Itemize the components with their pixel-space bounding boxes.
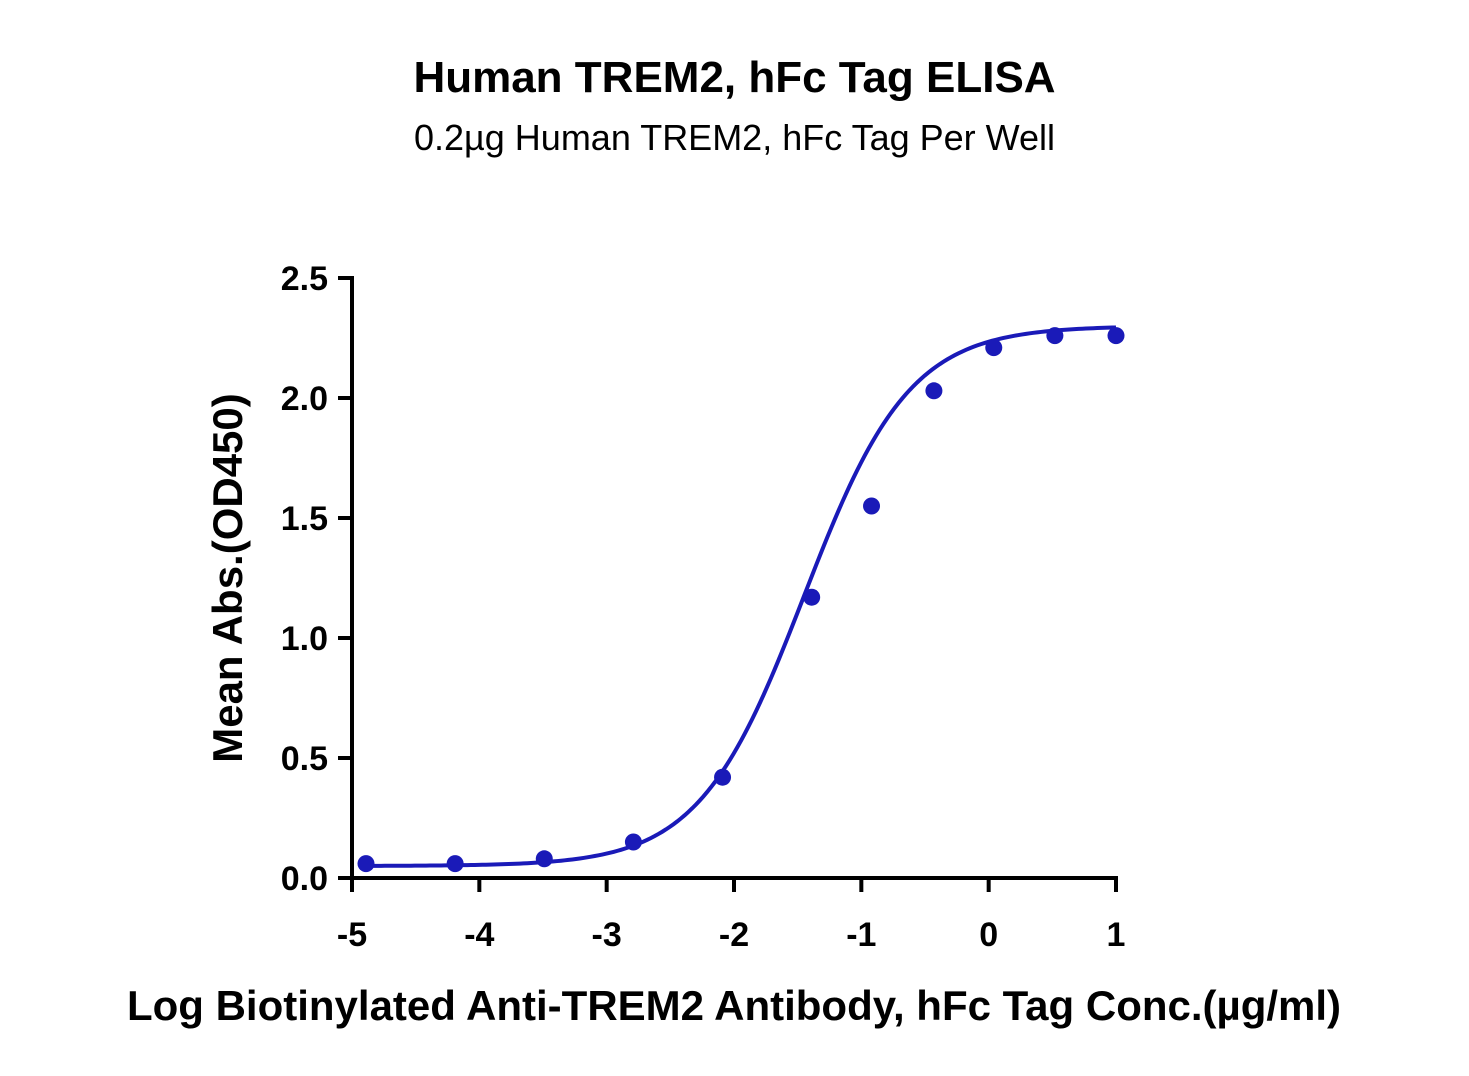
y-tick-label: 2.0 [281, 380, 328, 418]
data-point [863, 497, 881, 515]
fit-curve [366, 325, 1117, 868]
chart-title: Human TREM2, hFc Tag ELISA [413, 53, 1056, 102]
x-tick-label: 0 [979, 916, 998, 954]
data-point [357, 855, 375, 873]
x-axis: -5 -4 -3 -2 -1 0 1 [337, 876, 1126, 954]
x-tick-label: -4 [464, 916, 494, 954]
y-tick-label: 2.5 [281, 260, 328, 298]
y-tick-label: 0.5 [281, 740, 328, 778]
data-point [925, 382, 943, 400]
data-point [985, 339, 1003, 357]
x-axis-title: Log Biotinylated Anti-TREM2 Antibody, hF… [127, 982, 1341, 1029]
chart-subtitle: 0.2µg Human TREM2, hFc Tag Per Well [413, 117, 1055, 158]
data-point [535, 850, 553, 868]
data-point [803, 588, 821, 606]
data-point [1107, 327, 1125, 345]
y-axis-title: Mean Abs.(OD450) [204, 393, 251, 763]
y-tick-label: 1.0 [281, 620, 328, 658]
data-points-layer [357, 327, 1125, 873]
y-tick-label: 1.5 [281, 500, 328, 538]
data-point [1046, 327, 1064, 345]
x-tick-label: 1 [1107, 916, 1126, 954]
x-tick-label: -2 [719, 916, 749, 954]
data-point [714, 768, 732, 786]
data-point [446, 855, 464, 873]
x-tick-label: -1 [846, 916, 876, 954]
y-tick-label: 0.0 [281, 860, 328, 898]
x-tick-label: -5 [337, 916, 367, 954]
y-axis: 0.0 0.5 1.0 1.5 2.0 2.5 [281, 260, 354, 898]
data-point [624, 833, 642, 851]
fit-curve-layer [366, 325, 1117, 868]
x-tick-label: -3 [592, 916, 622, 954]
